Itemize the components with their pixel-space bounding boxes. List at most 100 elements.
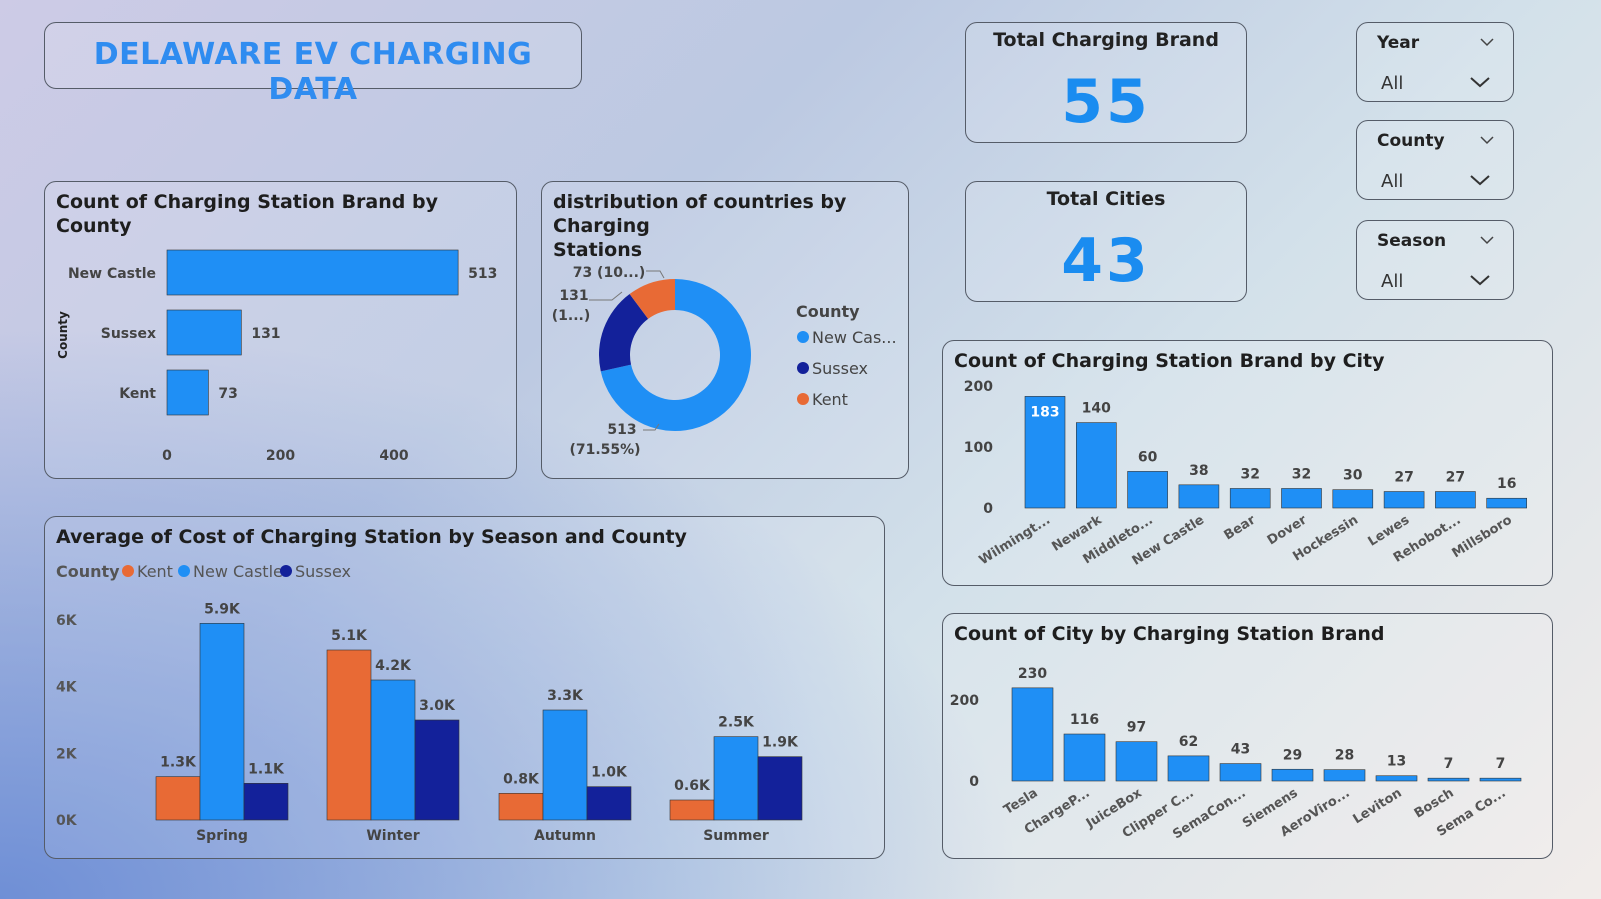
bar bbox=[1115, 741, 1158, 782]
donut-slice bbox=[629, 279, 675, 319]
data-label: 43 bbox=[1231, 742, 1250, 758]
data-label: 60 bbox=[1138, 449, 1158, 465]
y-tick-label: New Castle bbox=[68, 266, 156, 282]
data-label: 1.3K bbox=[160, 755, 197, 771]
y-tick-label: 4K bbox=[56, 680, 78, 696]
county-donut-card: distribution of countries by Charging St… bbox=[541, 181, 909, 479]
data-label: 3.3K bbox=[547, 688, 584, 704]
kpi-value: 55 bbox=[1061, 67, 1151, 137]
legend-dot bbox=[797, 393, 809, 405]
legend-dot bbox=[797, 362, 809, 374]
data-label: 1.0K bbox=[591, 765, 628, 781]
y-tick-label: 0 bbox=[983, 501, 993, 517]
brand-bar-chart: 0200230Tesla116ChargeP...97JuiceBox62Cli… bbox=[950, 666, 1522, 842]
data-label: 131 bbox=[251, 326, 280, 342]
data-label: 7 bbox=[1444, 756, 1454, 772]
x-tick-label: Winter bbox=[366, 828, 419, 844]
chevron-up-small-icon[interactable] bbox=[1479, 134, 1495, 146]
kpi-label: Total Cities bbox=[1046, 188, 1166, 210]
bar bbox=[498, 793, 544, 821]
y-tick-label: Kent bbox=[119, 386, 156, 402]
chevron-down-icon[interactable] bbox=[1469, 273, 1491, 287]
chart-title: Count of Charging Station Brand by Count… bbox=[56, 191, 438, 237]
leader-line bbox=[646, 270, 665, 279]
y-tick-label: 6K bbox=[56, 613, 78, 629]
data-label: 3.0K bbox=[419, 698, 456, 714]
bar bbox=[1271, 768, 1314, 782]
bar bbox=[155, 776, 201, 821]
y-tick-label: 2K bbox=[56, 746, 78, 762]
bar bbox=[166, 309, 242, 356]
chevron-up-small-icon[interactable] bbox=[1479, 36, 1495, 48]
bar bbox=[542, 709, 588, 821]
bar bbox=[1024, 396, 1066, 509]
bar bbox=[199, 623, 245, 821]
y-tick-label: 100 bbox=[964, 440, 993, 456]
bar bbox=[1281, 488, 1322, 509]
slicer-label: County bbox=[1377, 131, 1445, 151]
slicer-county[interactable]: County All bbox=[1356, 120, 1514, 200]
x-tick-label: 0 bbox=[162, 448, 172, 464]
data-label: 1.1K bbox=[248, 761, 285, 777]
y-tick-label: 200 bbox=[950, 693, 979, 709]
bar bbox=[1486, 497, 1528, 509]
slice-label: (71.55%) bbox=[569, 442, 640, 458]
bar bbox=[669, 799, 715, 821]
data-label: 5.9K bbox=[204, 601, 241, 617]
legend-title: County bbox=[796, 302, 860, 321]
kpi-label: Total Charging Brand bbox=[993, 29, 1219, 51]
data-label: 62 bbox=[1179, 734, 1198, 750]
legend-dot bbox=[797, 331, 809, 343]
bar bbox=[1219, 763, 1262, 782]
data-label: 2.5K bbox=[718, 715, 755, 731]
legend-title: County bbox=[56, 562, 120, 581]
chevron-up-small-icon[interactable] bbox=[1479, 234, 1495, 246]
bar bbox=[1229, 488, 1271, 509]
data-label: 32 bbox=[1292, 466, 1311, 482]
kpi-total-cities: Total Cities 43 bbox=[965, 181, 1247, 302]
bar bbox=[166, 249, 459, 296]
bar bbox=[1063, 733, 1106, 782]
bar bbox=[1435, 491, 1476, 509]
slice-label: 513 bbox=[607, 422, 636, 438]
donut-slice bbox=[600, 279, 751, 431]
data-label: 16 bbox=[1497, 476, 1516, 492]
bar bbox=[1427, 777, 1470, 782]
bar bbox=[713, 736, 759, 821]
chart-title: Count of Charging Station Brand by City bbox=[954, 350, 1385, 372]
chevron-down-icon[interactable] bbox=[1469, 75, 1491, 89]
data-label: 183 bbox=[1030, 404, 1059, 420]
legend-label: Sussex bbox=[812, 359, 868, 378]
data-label: 0.6K bbox=[674, 778, 711, 794]
bar bbox=[326, 649, 372, 821]
slicer-value[interactable]: All bbox=[1381, 73, 1404, 94]
data-label: 116 bbox=[1070, 712, 1099, 728]
slice-label: 131 bbox=[559, 288, 588, 304]
slicer-season[interactable]: Season All bbox=[1356, 220, 1514, 300]
chevron-down-icon[interactable] bbox=[1469, 173, 1491, 187]
data-label: 513 bbox=[468, 266, 497, 282]
x-tick-label: Leviton bbox=[1351, 786, 1405, 828]
bar bbox=[243, 783, 289, 821]
x-tick-label: Bear bbox=[1222, 512, 1259, 543]
title-card: DELAWARE EV CHARGING DATA bbox=[44, 22, 582, 107]
x-tick-label: Tesla bbox=[1001, 786, 1040, 818]
slicer-year[interactable]: Year All bbox=[1356, 22, 1514, 102]
data-label: 38 bbox=[1189, 463, 1208, 479]
legend-label: Kent bbox=[137, 562, 173, 581]
x-tick-label: Summer bbox=[703, 828, 769, 844]
data-label: 97 bbox=[1127, 720, 1146, 736]
y-tick-label: 0 bbox=[969, 774, 979, 790]
legend-dot bbox=[178, 565, 190, 577]
slicer-value[interactable]: All bbox=[1381, 271, 1404, 292]
season-cost-chart: County Kent New Castle Sussex 0K 2K 4K 6K 1.3K 5.… bbox=[56, 562, 803, 844]
slicer-value[interactable]: All bbox=[1381, 171, 1404, 192]
leader-line bbox=[589, 291, 623, 301]
data-label: 0.8K bbox=[503, 771, 540, 787]
kpi-total-brands: Total Charging Brand 55 bbox=[965, 22, 1247, 143]
legend-dot bbox=[122, 565, 134, 577]
data-label: 13 bbox=[1387, 754, 1406, 770]
legend-label: Kent bbox=[812, 390, 848, 409]
x-tick-label: 400 bbox=[379, 448, 408, 464]
data-label: 7 bbox=[1496, 756, 1506, 772]
